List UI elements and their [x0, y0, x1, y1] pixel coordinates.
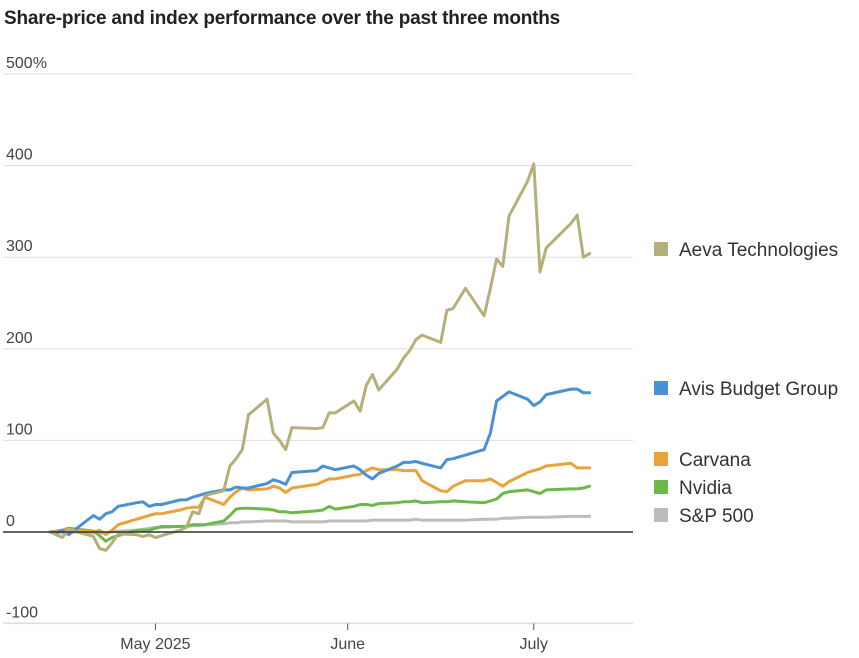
chart-title: Share-price and index performance over t…: [4, 8, 561, 29]
series-line-avis-budget-group: [48, 387, 592, 537]
legend-label-nvidia: Nvidia: [679, 478, 732, 499]
legend-label-aeva-technologies: Aeva Technologies: [679, 240, 838, 261]
legend-swatch-avis-budget-group: [654, 381, 668, 395]
y-tick-label: 200: [6, 330, 33, 347]
x-tick-label: June: [330, 636, 365, 653]
legend-label-carvana: Carvana: [679, 450, 751, 471]
series-line-nvidia: [48, 484, 592, 543]
x-tick-label: May 2025: [120, 636, 190, 653]
x-tick-label: July: [520, 636, 548, 653]
y-tick-label: -100: [6, 605, 38, 622]
legend-label-avis-budget-group: Avis Budget Group: [679, 379, 838, 400]
y-tick-label: 500%: [6, 55, 47, 72]
series-line-aeva-technologies: [48, 162, 592, 552]
legend-label-s-p-500: S&P 500: [679, 506, 754, 527]
y-tick-label: 100: [6, 421, 33, 438]
legend-swatch-carvana: [654, 452, 668, 466]
legend-swatch-nvidia: [654, 480, 668, 494]
legend-swatch-s-p-500: [654, 508, 668, 522]
y-tick-label: 400: [6, 147, 33, 164]
legend-swatch-aeva-technologies: [654, 242, 668, 256]
y-tick-label: 0: [6, 513, 15, 530]
series-line-carvana: [48, 461, 592, 537]
y-tick-label: 300: [6, 238, 33, 255]
